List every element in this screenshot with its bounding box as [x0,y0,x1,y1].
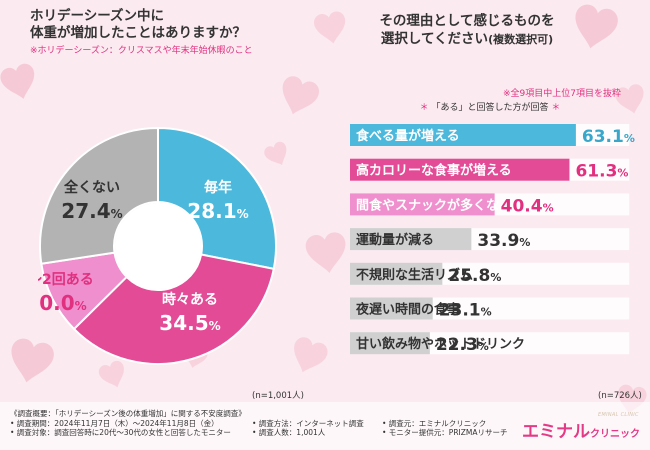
bar-category-label: 夜遅い時間の食事 [355,302,460,318]
bar-value-label: 33.9% [477,231,530,251]
bar-value-label: 61.3% [575,162,628,182]
pie-center-hole [115,203,201,289]
pie-slice-every-year [157,126,277,271]
bar-category-label: 高カロリーな食事が増える [356,163,512,179]
pie-category-label: 毎年 [204,179,232,196]
pie-value-label: 28.1% [187,199,248,223]
bar-2 [350,158,570,181]
pie-value-label: 10.0% [38,291,87,315]
survey-title: 《調査概要：「ホリデーシーズン後の体重増加」に関する不安度調査》 [10,409,246,418]
bar-3 [350,193,495,216]
bar-1 [350,124,576,146]
pie-category-label: 時々ある [162,291,218,308]
bar-value-label: 40.4% [501,196,554,216]
bar-value-label: 22.3% [436,335,489,355]
bar-4 [350,228,472,251]
pie-category-label: 1〜2回ある [38,272,94,288]
survey-provider: • モニター提供元：PRIZMAリサーチ [382,428,508,438]
pie-slice-never [39,126,159,265]
right-question-suffix: (複数選択可) [488,33,554,46]
bar-6 [350,297,433,320]
bar-category-label: 甘い飲み物やホットドリンク [356,336,525,352]
survey-overview: 《調査概要：「ホリデーシーズン後の体重増加」に関する不安度調査》 • 調査期間：… [10,409,508,438]
survey-period: • 調査期間：2024年11月7日（木）〜2024年11月8日（金） [10,418,219,428]
survey-target: • 調査対象：調査回答時に20代〜30代の女性と回答したモニター [10,428,231,438]
bar-category-label: 運動量が減る [356,232,434,248]
note-asterisk-left: ＊ [419,103,429,113]
survey-organizer: • 調査元：エミナルクリニック [382,418,487,428]
brand-logo: エミナルクリニック [522,417,640,442]
right-question-line2: 選択してください(複数選択可) [362,30,572,49]
bar-value-label: 25.8% [448,266,501,286]
bar-7 [350,332,430,355]
right-note-top: ※全9項目中上位7項目を抜粋 [503,89,621,99]
pie-value-label: 27.4% [61,199,122,223]
bar-category-label: 間食やスナックが多くなる [356,197,512,213]
bar-value-label: 23.1% [439,301,492,321]
bar-value-label: 63.1% [582,127,635,147]
bar-chart: 食べる量が増える 63.1% 高カロリーな食事が増える 61.3% 間食やスナックが多く… [350,124,635,355]
survey-count: • 調査人数：1,001人 [252,428,326,438]
bar-category-label: 不規則な生活リズム [356,267,473,283]
brand-subtitle: EMINAL CLINIC [598,412,639,418]
pie-value-label: 34.5% [159,311,220,335]
left-question-line2: 体重が増加したことはありますか？ [30,25,246,41]
bar-category-label: 食べる量が増える [356,128,460,144]
brand-name: エミナル [522,422,590,442]
brand-suffix: クリニック [590,429,640,440]
survey-method: • 調査方法：インターネット調査 [252,418,364,428]
right-question: その理由として感じるものを 選択してください(複数選択可) [362,12,572,49]
note-asterisk-right: ＊ [551,103,561,113]
right-sample-size: (n=726人) [598,391,642,401]
left-question: ホリデーシーズン中に 体重が増加したことはありますか？ ※ホリデーシーズン：クリ… [30,8,280,56]
left-question-note: ※ホリデーシーズン：クリスマスや年末年始休暇のこと [30,46,253,56]
right-question-line2-main: 選択してください [380,31,489,47]
bar-5 [350,262,443,285]
pie-chart: 毎年 28.1% 時々ある 34.5% 1〜2回ある 10.0% 全くない 27.4% [38,126,277,365]
left-question-line1: ホリデーシーズン中に [30,8,165,24]
right-question-line1: その理由として感じるものを [379,13,555,29]
right-note-bottom: ＊ 「ある」と回答した方が回答 ＊ [380,100,600,113]
note-bottom-text: 「ある」と回答した方が回答 [431,103,549,113]
pie-category-label: 全くない [63,179,120,196]
left-sample-size: (n=1,001人) [252,391,304,401]
left-question-title: ホリデーシーズン中に 体重が増加したことはありますか？ [30,8,280,42]
pie-slice-sometimes [72,253,275,365]
